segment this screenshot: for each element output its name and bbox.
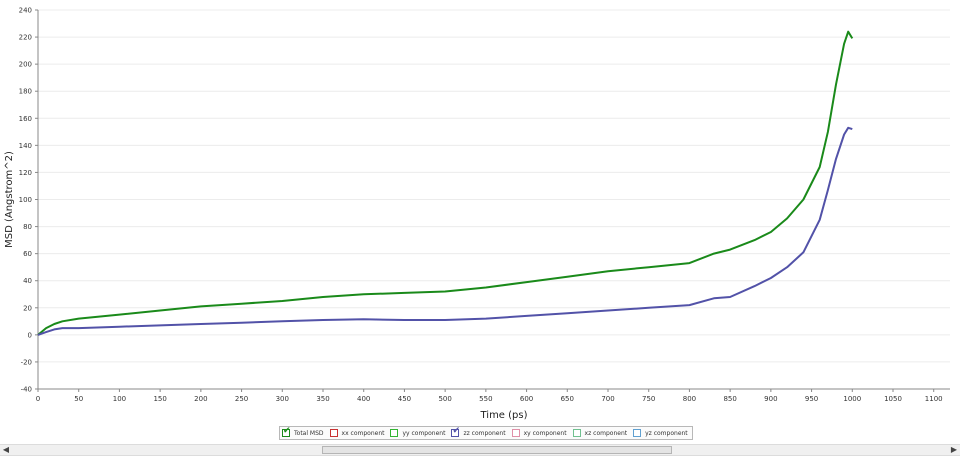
legend-checkbox[interactable]: ✔ bbox=[451, 426, 460, 437]
y-tick-label: -20 bbox=[21, 358, 32, 366]
x-tick-label: 450 bbox=[398, 395, 411, 403]
legend-label: xz component bbox=[584, 429, 628, 437]
x-tick-label: 300 bbox=[276, 395, 289, 403]
x-tick-label: 750 bbox=[642, 395, 655, 403]
legend-item-xx-component[interactable]: xx component bbox=[328, 427, 389, 439]
x-tick-label: 0 bbox=[36, 395, 40, 403]
x-tick-label: 150 bbox=[153, 395, 166, 403]
y-tick-label: 100 bbox=[19, 196, 32, 204]
scroll-thumb[interactable] bbox=[322, 446, 672, 454]
y-tick-label: -40 bbox=[21, 386, 32, 394]
legend-checkbox[interactable] bbox=[390, 429, 399, 437]
legend-label: yz component bbox=[645, 429, 688, 437]
x-tick-label: 550 bbox=[479, 395, 492, 403]
y-tick-label: 40 bbox=[23, 277, 32, 285]
legend: ✔ Total MSD xx component yy component ✔ zz co… bbox=[279, 426, 693, 440]
scroll-right-arrow-icon[interactable]: ▶ bbox=[950, 445, 958, 454]
y-tick-label: 140 bbox=[19, 142, 32, 150]
check-icon: ✔ bbox=[283, 426, 291, 436]
x-tick-label: 800 bbox=[683, 395, 696, 403]
legend-item-total-msd[interactable]: ✔ Total MSD bbox=[280, 427, 328, 439]
x-tick-label: 50 bbox=[74, 395, 83, 403]
y-tick-label: 120 bbox=[19, 169, 32, 177]
legend-label: yy component bbox=[402, 429, 446, 437]
series-line-total-msd bbox=[37, 30, 854, 336]
y-tick-label: 20 bbox=[23, 304, 32, 312]
legend-item-yy-component[interactable]: yy component bbox=[388, 427, 449, 439]
y-axis-label: MSD (Angstrom^2) bbox=[4, 151, 15, 248]
x-tick-label: 700 bbox=[601, 395, 614, 403]
legend-item-zz-component[interactable]: ✔ zz component bbox=[449, 427, 509, 439]
axes bbox=[35, 9, 950, 392]
legend-checkbox[interactable] bbox=[572, 429, 581, 437]
x-tick-label: 350 bbox=[316, 395, 329, 403]
x-tick-label: 650 bbox=[561, 395, 574, 403]
x-tick-label: 100 bbox=[113, 395, 126, 403]
x-tick-label: 1000 bbox=[843, 395, 861, 403]
legend-checkbox[interactable] bbox=[329, 429, 338, 437]
x-tick-label: 950 bbox=[805, 395, 818, 403]
x-tick-label: 400 bbox=[357, 395, 370, 403]
legend-item-xz-component[interactable]: xz component bbox=[571, 427, 632, 439]
x-tick-label: 1050 bbox=[884, 395, 902, 403]
x-tick-label: 500 bbox=[438, 395, 451, 403]
legend-item-xy-component[interactable]: xy component bbox=[510, 427, 571, 439]
y-tick-label: 220 bbox=[19, 34, 32, 42]
legend-checkbox[interactable] bbox=[511, 429, 520, 437]
x-tick-label: 1100 bbox=[925, 395, 943, 403]
legend-checkbox[interactable]: ✔ bbox=[282, 426, 291, 437]
x-tick-label: 600 bbox=[520, 395, 533, 403]
series-lines bbox=[37, 30, 854, 336]
y-tick-label: 200 bbox=[19, 61, 32, 69]
y-tick-label: 180 bbox=[19, 88, 32, 96]
y-tick-label: 80 bbox=[23, 223, 32, 231]
x-tick-label: 200 bbox=[194, 395, 207, 403]
msd-chart: -40 -20 0 20 40 60 80 100 120 140 160 180 200 220 240 0… bbox=[4, 7, 950, 421]
legend-item-yz-component[interactable]: yz component bbox=[631, 427, 692, 439]
y-tick-label: 160 bbox=[19, 115, 32, 123]
legend-label: zz component bbox=[463, 429, 506, 437]
tick-labels: -40 -20 0 20 40 60 80 100 120 140 160 180 200 220 240 0… bbox=[19, 7, 943, 404]
legend-label: xx component bbox=[341, 429, 385, 437]
x-tick-label: 250 bbox=[235, 395, 248, 403]
x-tick-label: 850 bbox=[723, 395, 736, 403]
legend-label: xy component bbox=[523, 429, 567, 437]
horizontal-scrollbar[interactable]: ◀ ▶ bbox=[0, 444, 960, 456]
y-tick-label: 60 bbox=[23, 250, 32, 258]
scroll-left-arrow-icon[interactable]: ◀ bbox=[2, 445, 10, 454]
legend-checkbox[interactable] bbox=[633, 429, 642, 437]
check-icon: ✔ bbox=[452, 426, 460, 436]
y-tick-label: 240 bbox=[19, 7, 32, 15]
legend-label: Total MSD bbox=[294, 429, 324, 437]
series-line-zz-component bbox=[37, 126, 853, 336]
x-axis-label: Time (ps) bbox=[479, 410, 527, 421]
grid-lines bbox=[38, 9, 950, 390]
x-tick-label: 900 bbox=[764, 395, 777, 403]
y-tick-label: 0 bbox=[28, 331, 32, 339]
